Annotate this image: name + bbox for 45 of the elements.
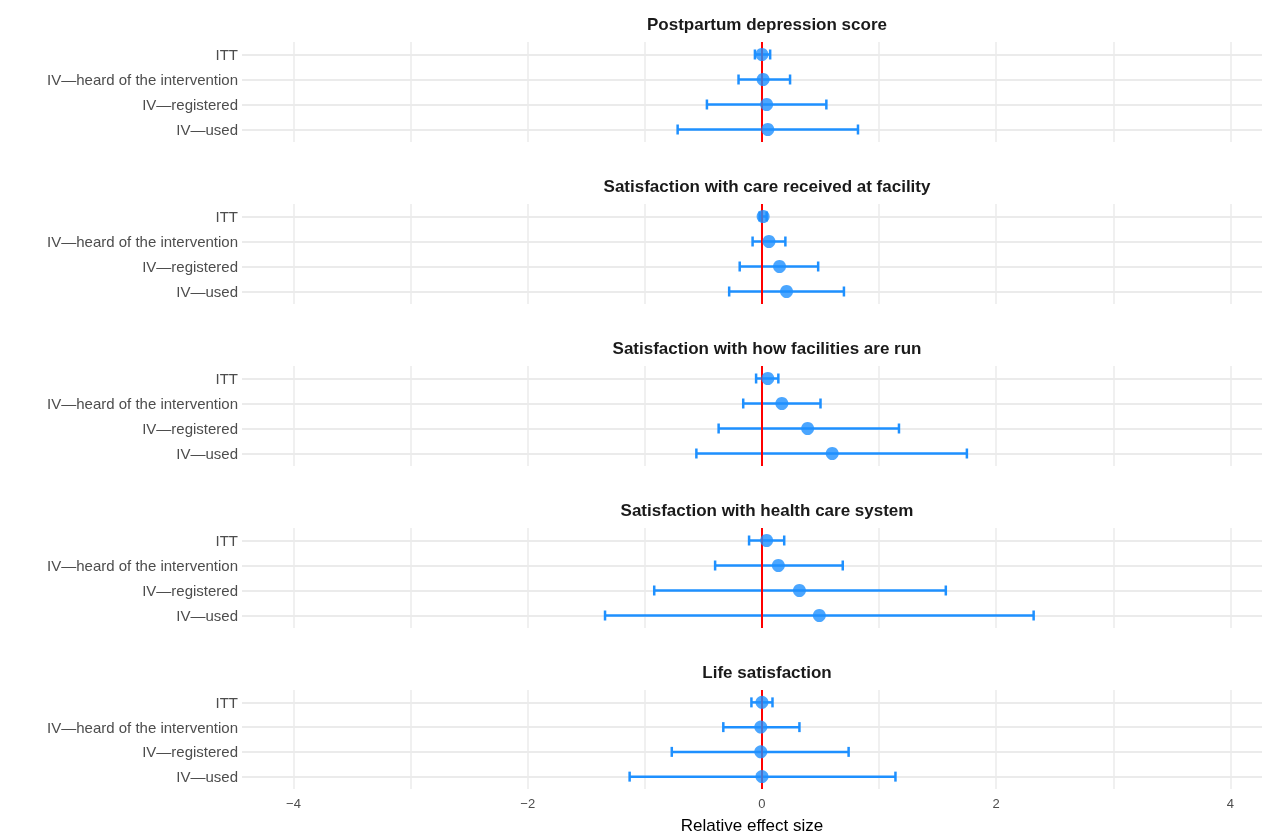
y-tick-label: ITT: [215, 46, 238, 63]
chart-title: Life satisfaction: [702, 663, 832, 682]
point: [773, 260, 787, 273]
y-tick-label: IV—heard of the intervention: [47, 233, 238, 250]
y-tick-label: ITT: [215, 370, 238, 387]
y-tick-label: IV—heard of the intervention: [47, 71, 238, 88]
y-tick-label: ITT: [215, 693, 238, 711]
x-tick-label: −2: [520, 796, 536, 811]
y-tick-label: IV—registered: [142, 582, 238, 599]
y-tick-label: ITT: [215, 532, 238, 549]
x-tick-label: −4: [286, 796, 301, 811]
point: [761, 123, 775, 136]
y-tick-label: IV—registered: [142, 743, 238, 761]
y-tick-label: IV—used: [176, 445, 238, 462]
y-tick-label: IV—used: [176, 283, 238, 300]
point: [762, 235, 776, 248]
chart-title: Postpartum depression score: [647, 15, 887, 34]
point: [801, 422, 815, 435]
y-tick-label: IV—heard of the intervention: [47, 395, 238, 412]
chart-title: Satisfaction with care received at facility: [603, 177, 931, 196]
chart-title: Satisfaction with how facilities are run: [612, 339, 922, 358]
y-tick-label: IV—registered: [142, 96, 238, 113]
y-tick-label: IV—heard of the intervention: [47, 557, 238, 574]
y-tick-label: IV—used: [176, 607, 238, 624]
x-tick-label: 4: [1226, 796, 1234, 811]
x-axis-title: Relative effect size: [680, 816, 824, 835]
point: [775, 397, 789, 410]
point: [780, 285, 794, 298]
point: [792, 584, 806, 597]
y-tick-label: IV—used: [176, 768, 238, 786]
x-tick-label: 2: [992, 796, 1000, 811]
y-tick-label: IV—used: [176, 121, 238, 138]
point: [760, 98, 774, 111]
y-tick-label: IV—registered: [142, 258, 238, 275]
point: [825, 447, 839, 460]
point: [761, 372, 775, 385]
x-tick-label: 0: [758, 796, 766, 811]
point: [760, 534, 774, 547]
point: [771, 559, 785, 572]
chart-title: Satisfaction with health care system: [620, 501, 914, 520]
point: [756, 73, 770, 86]
y-tick-label: IV—registered: [142, 420, 238, 437]
y-tick-label: IV—heard of the intervention: [47, 718, 238, 736]
y-tick-label: ITT: [215, 208, 238, 225]
point: [812, 609, 826, 622]
